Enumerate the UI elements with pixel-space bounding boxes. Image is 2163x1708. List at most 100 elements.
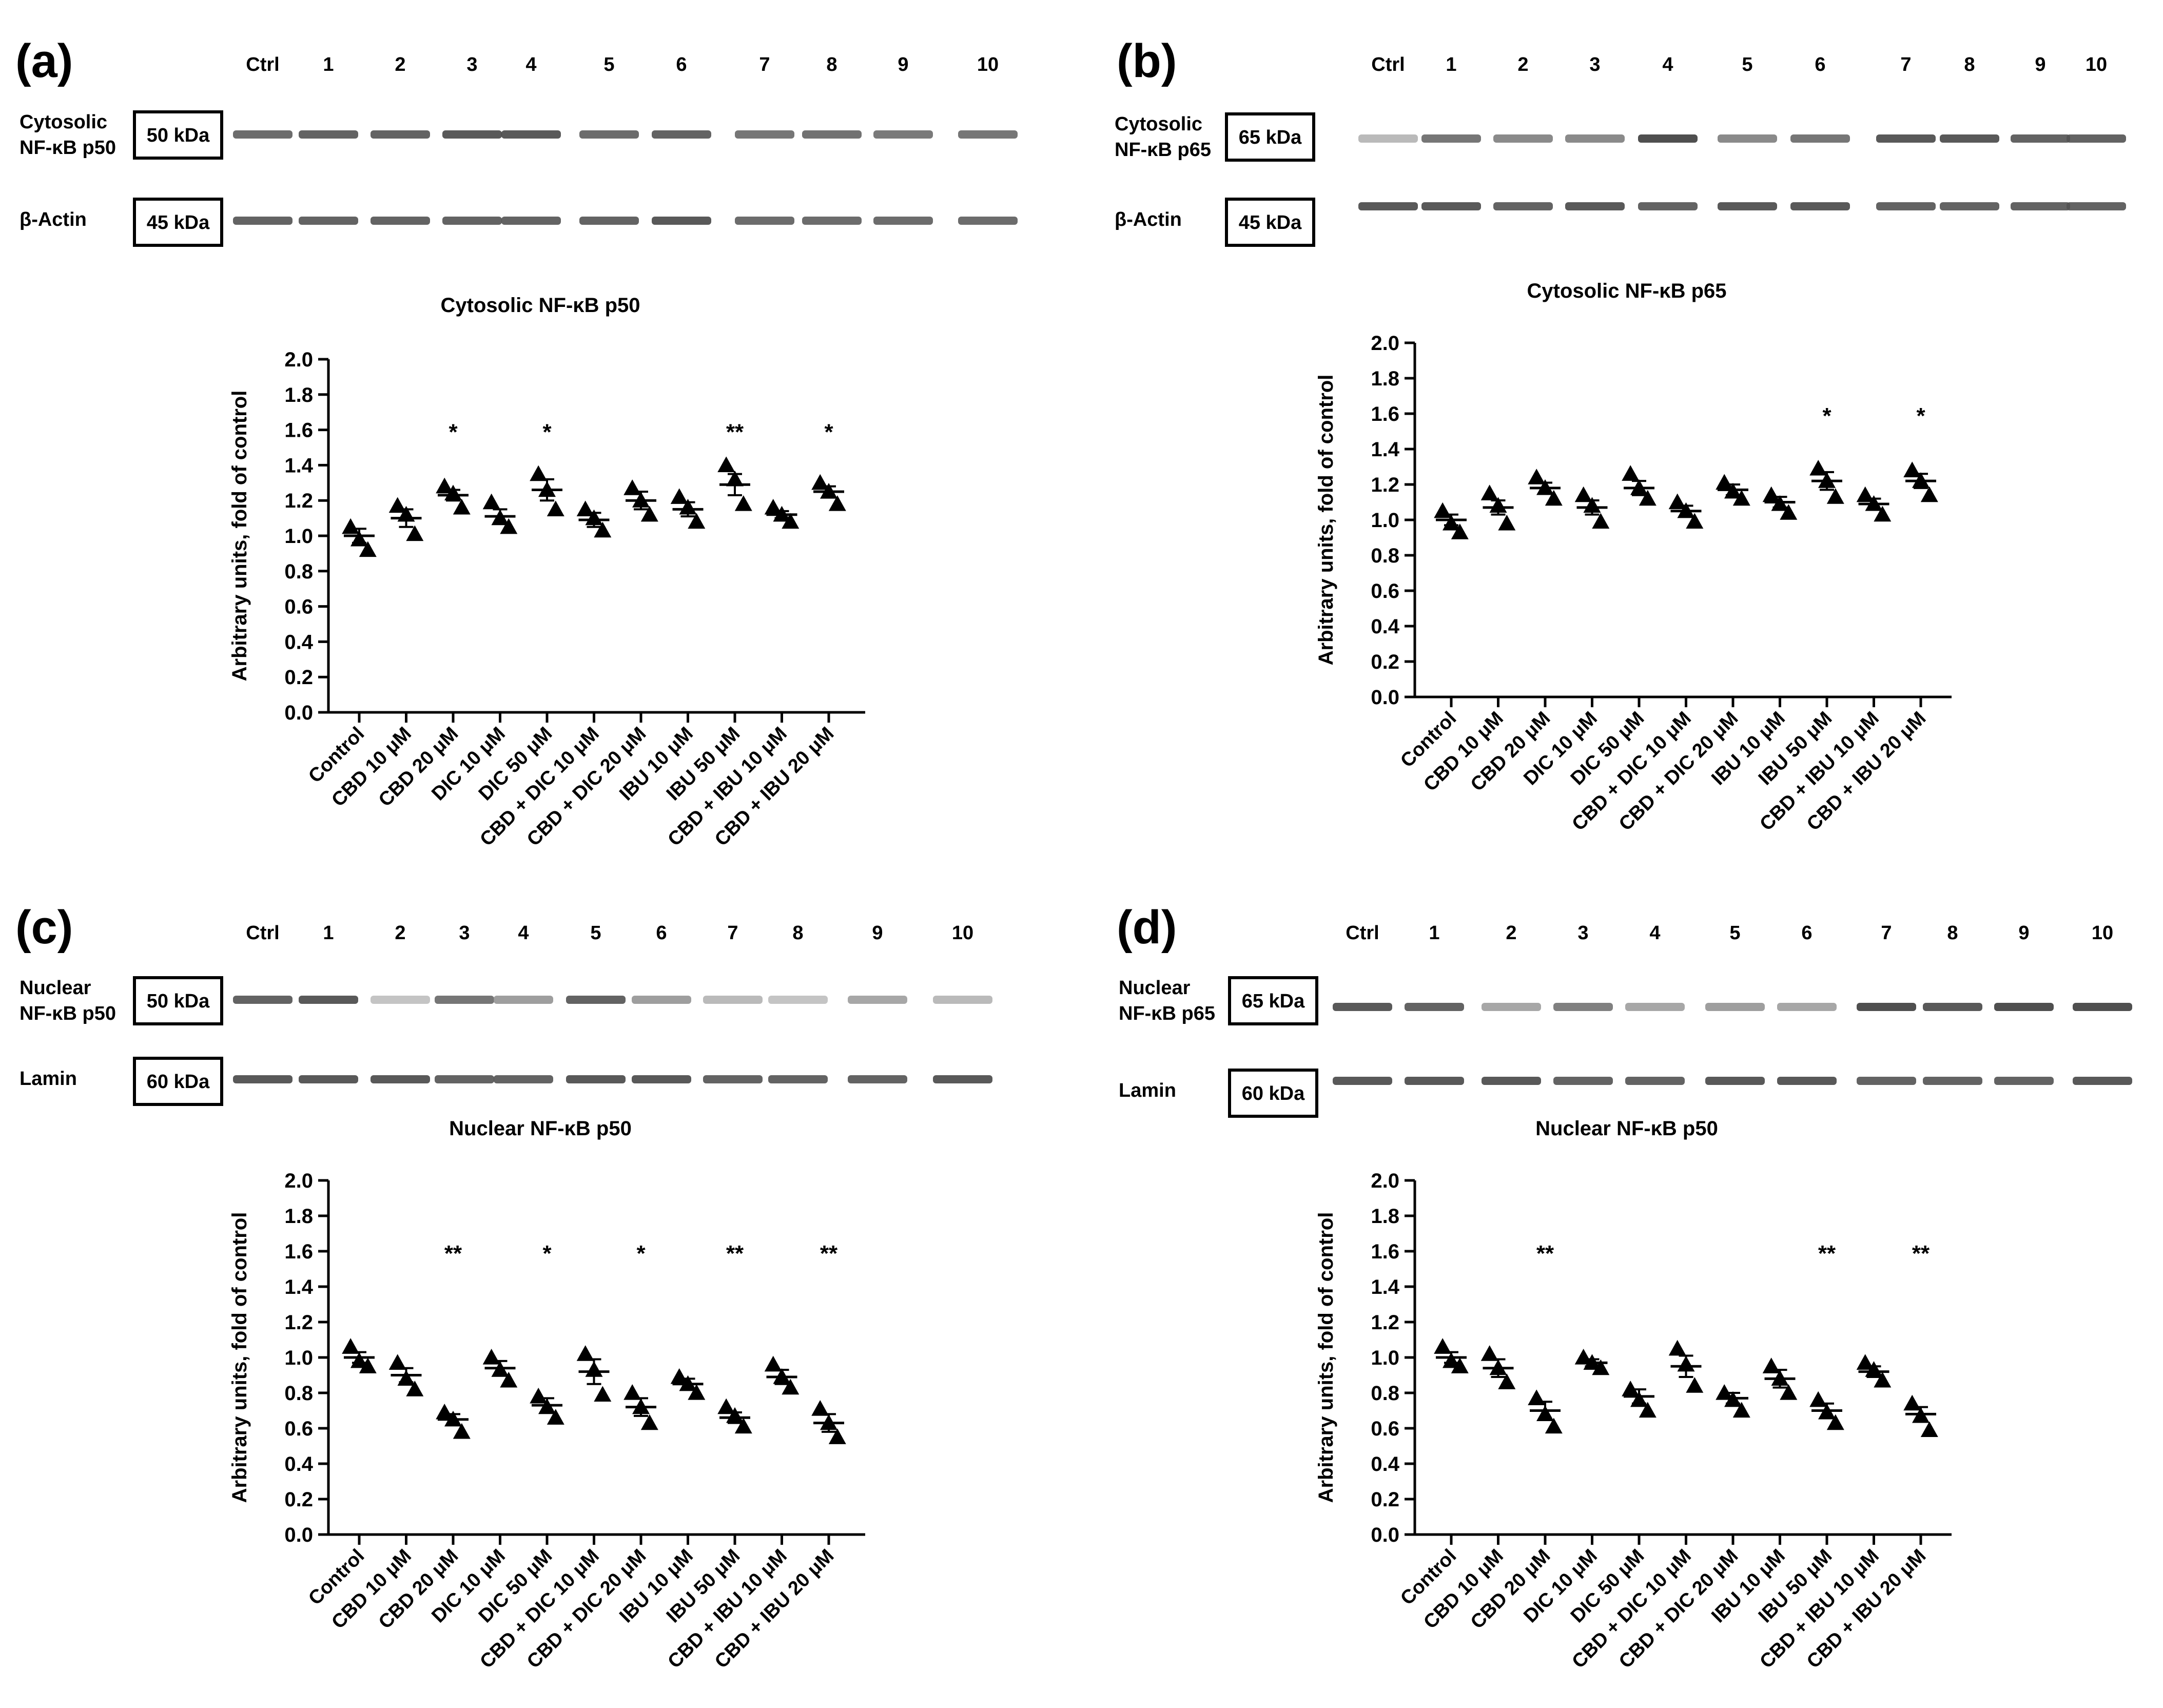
data-point	[1920, 1421, 1938, 1438]
lane-label: 4	[1649, 922, 1660, 944]
data-point	[1639, 490, 1657, 506]
chart-title: Cytosolic NF-κB p65	[1527, 280, 1726, 302]
y-tick-label: 0.2	[284, 1488, 313, 1511]
data-point	[1874, 1371, 1892, 1388]
blot-row-label: Nuclear NF-κB p65	[1119, 977, 1215, 1024]
blot-band	[579, 130, 639, 139]
blot-band	[1994, 1003, 2054, 1011]
data-point	[530, 465, 548, 481]
blot-row-label-line: Cytosolic	[1115, 113, 1202, 135]
data-point	[1920, 486, 1938, 502]
data-point	[734, 495, 752, 511]
blot-row-label-line: Lamin	[20, 1068, 77, 1090]
data-point	[640, 506, 658, 522]
kda-label: 50 kDa	[147, 991, 210, 1012]
kda-box	[1225, 198, 1315, 247]
data-point	[688, 513, 706, 529]
blot-band	[233, 1075, 293, 1083]
lane-label: 5	[1729, 922, 1740, 944]
blot-band	[652, 217, 711, 225]
data-point	[1498, 514, 1516, 531]
lane-label: 6	[1815, 54, 1825, 75]
lane-label: 1	[323, 54, 334, 75]
data-point	[342, 518, 360, 534]
blot-band	[2067, 202, 2126, 210]
kda-label: 45 kDa	[147, 212, 210, 234]
data-point	[670, 1368, 688, 1384]
lane-label: 2	[1506, 922, 1516, 944]
lane-label: 5	[590, 922, 601, 944]
blot-row-label-line: NF-κB p50	[20, 1003, 116, 1024]
lane-label: 8	[792, 922, 803, 944]
data-point	[453, 1423, 471, 1439]
blot-band	[233, 130, 293, 139]
blot-band	[566, 1075, 626, 1083]
lane-label: 9	[872, 922, 883, 944]
blot-row-label-line: NF-κB p65	[1119, 1003, 1215, 1024]
blot-band	[494, 1075, 553, 1083]
y-tick-label: 1.2	[284, 1311, 313, 1334]
blot-band	[1553, 1077, 1613, 1085]
data-point	[530, 1387, 548, 1404]
data-point	[576, 500, 594, 516]
chart-title: Cytosolic NF-κB p50	[440, 294, 640, 317]
lane-label: 2	[395, 922, 405, 944]
data-point	[594, 1386, 612, 1402]
data-point	[717, 456, 735, 472]
y-tick-label: 0.6	[1371, 1418, 1399, 1440]
blot-band	[1876, 202, 1936, 210]
data-point	[734, 1418, 752, 1434]
data-point	[782, 513, 800, 529]
chart-d: Nuclear NF-κB p50 0.0 0.2 0.4 0.6 0.8 1.0 1.2 1.…	[1315, 1117, 1952, 1673]
data-point	[623, 1384, 641, 1400]
lane-label: 5	[1742, 54, 1752, 75]
blot-band	[802, 130, 862, 139]
lane-label: 6	[1801, 922, 1812, 944]
y-tick-label: 1.4	[1371, 438, 1399, 461]
lane-label: 10	[2086, 54, 2107, 75]
data-point	[764, 1355, 782, 1372]
data-point	[1451, 1357, 1469, 1373]
kda-label: 65 kDa	[1239, 127, 1302, 148]
data-point	[1574, 1349, 1592, 1365]
blot-band	[703, 996, 763, 1004]
y-tick-label: 1.6	[1371, 1240, 1399, 1263]
y-tick-label: 2.0	[1371, 332, 1399, 355]
data-point	[388, 497, 406, 513]
data-point	[623, 479, 641, 495]
y-tick-label: 1.6	[284, 1240, 313, 1263]
data-point	[1592, 1359, 1610, 1375]
y-tick-label: 0.8	[284, 1382, 313, 1405]
data-point	[1480, 484, 1498, 500]
blot-band	[632, 1075, 691, 1083]
panel-d: (d) Ctrl 1 2 3 4 5 6 7 8 9 10 Nuclear NF-κB p65 65 kDa…	[1117, 901, 2132, 1118]
data-point	[500, 1371, 518, 1388]
y-tick-label: 0.8	[1371, 545, 1399, 567]
blot-band	[579, 217, 639, 225]
blot-band	[1777, 1003, 1837, 1011]
blot-band	[1333, 1077, 1392, 1085]
data-point	[1592, 513, 1610, 529]
panel-c: (c) Ctrl 1 2 3 4 5 6 7 8 9 10 Nuclear NF-κB p50 50 kDa…	[15, 901, 992, 1106]
blot-band	[1625, 1077, 1685, 1085]
data-point	[1874, 506, 1892, 522]
chart-b: Cytosolic NF-κB p65 0.0 0.2 0.4 0.6 0.8 1.0 1.2…	[1315, 280, 1952, 835]
blot-row-label: β-Actin	[1115, 209, 1182, 230]
blot-band	[958, 130, 1018, 139]
kda-box	[133, 198, 223, 247]
data-point	[547, 500, 564, 516]
blot-band	[1638, 202, 1698, 210]
y-tick-label: 0.0	[1371, 686, 1399, 709]
data-point	[576, 1345, 594, 1361]
blot-row-label-line: Nuclear	[1119, 977, 1191, 999]
blot-band	[1638, 134, 1698, 143]
blot-band	[1493, 134, 1553, 143]
y-tick-label: 0.4	[284, 631, 313, 653]
significance-marker: *	[449, 419, 458, 444]
kda-label: 60 kDa	[1242, 1083, 1305, 1104]
y-tick-label: 0.4	[1371, 615, 1399, 638]
blot-row-label-line: Nuclear	[20, 977, 91, 999]
blot-band	[1565, 134, 1625, 143]
blot-band	[2073, 1003, 2132, 1011]
